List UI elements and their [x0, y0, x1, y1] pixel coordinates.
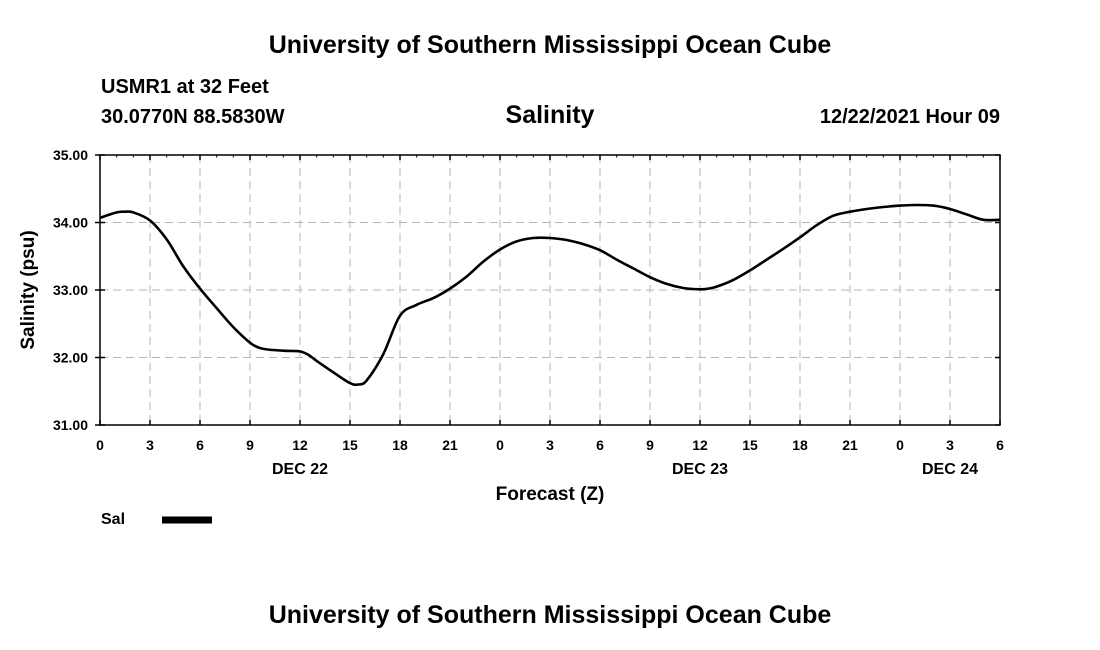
x-tick-label: 6 — [996, 437, 1004, 453]
legend-label: Sal — [101, 511, 125, 528]
plot-frame — [99, 154, 1001, 426]
y-axis-label: Salinity (psu) — [18, 230, 39, 349]
x-axis-ticks: 0 3 6 9 12 15 18 21 0 3 6 9 12 15 18 21 0 3 6 DEC 22 DEC 23 D… — [96, 155, 1004, 478]
x-axis-label: Forecast (Z) — [496, 484, 605, 505]
series-layer — [99, 203, 1001, 387]
x-tick-label: 12 — [692, 437, 708, 453]
x-tick-label: 15 — [342, 437, 358, 453]
x-tick-label: 9 — [646, 437, 654, 453]
forecast-timestamp: 12/22/2021 Hour 09 — [819, 106, 1000, 128]
x-tick-label: 21 — [842, 437, 858, 453]
x-tick-label: 3 — [146, 437, 154, 453]
day-label: DEC 22 — [272, 461, 328, 478]
x-tick-label: 15 — [742, 437, 758, 453]
x-tick-label: 6 — [196, 437, 204, 453]
x-tick-label: 3 — [546, 437, 554, 453]
series-line-sal — [99, 203, 1001, 387]
x-tick-label: 0 — [96, 437, 104, 453]
x-tick-label: 0 — [496, 437, 504, 453]
chart-page-title: University of Southern Mississippi Ocean… — [268, 31, 832, 59]
day-label: DEC 24 — [922, 461, 978, 478]
chart-title: Salinity — [505, 101, 595, 129]
x-tick-label: 0 — [896, 437, 904, 453]
x-tick-label: 3 — [946, 437, 954, 453]
x-tick-label: 12 — [292, 437, 308, 453]
x-tick-label: 6 — [596, 437, 604, 453]
y-tick-label: 32.00 — [53, 350, 88, 366]
x-tick-label: 9 — [246, 437, 254, 453]
day-label: DEC 23 — [672, 461, 728, 478]
station-label: USMR1 at 32 Feet — [101, 76, 269, 98]
y-tick-label: 35.00 — [53, 147, 88, 163]
footer-title: University of Southern Mississippi Ocean… — [268, 601, 832, 629]
station-coordinates: 30.0770N 88.5830W — [101, 106, 285, 128]
y-tick-label: 31.00 — [53, 417, 88, 433]
y-tick-label: 34.00 — [53, 215, 88, 231]
x-tick-label: 21 — [442, 437, 458, 453]
x-tick-label: 18 — [792, 437, 808, 453]
y-tick-label: 33.00 — [53, 282, 88, 298]
y-axis-ticks: 31.00 32.00 33.00 34.00 35.00 — [53, 147, 1000, 433]
x-tick-label: 18 — [392, 437, 408, 453]
chart-grid — [100, 155, 1000, 425]
